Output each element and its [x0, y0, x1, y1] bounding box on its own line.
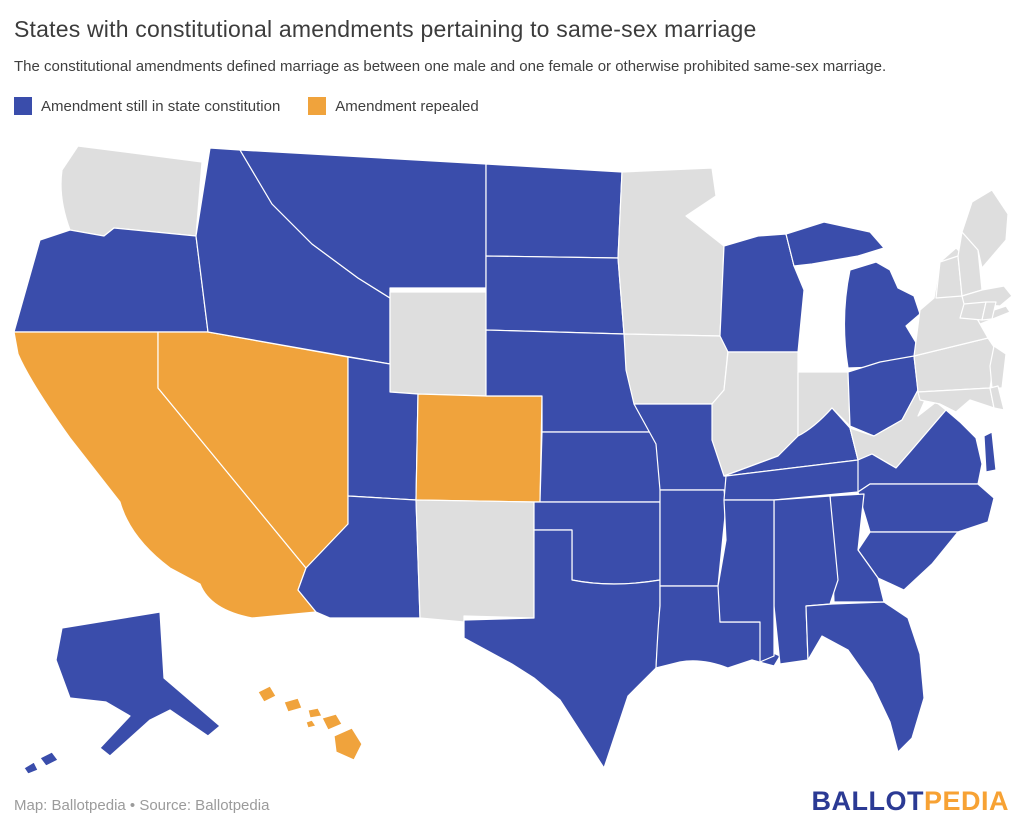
- legend-label-repealed: Amendment repealed: [335, 97, 479, 115]
- state-delaware[interactable]: [989, 385, 1005, 411]
- us-choropleth-map: [12, 140, 1012, 775]
- state-south-dakota[interactable]: [485, 255, 625, 335]
- page-subtitle: The constitutional amendments defined ma…: [14, 58, 887, 75]
- ballotpedia-logo[interactable]: BALLOTPEDIA: [811, 786, 1009, 817]
- state-minnesota[interactable]: [617, 167, 725, 337]
- legend-swatch-repealed: [308, 97, 327, 115]
- legend-swatch-in-constitution: [14, 97, 32, 115]
- state-maine[interactable]: [961, 189, 1009, 269]
- state-florida[interactable]: [805, 601, 925, 753]
- map-source-credit: Map: Ballotpedia • Source: Ballotpedia: [14, 797, 270, 814]
- state-texas[interactable]: [463, 529, 661, 769]
- state-arkansas[interactable]: [659, 489, 727, 587]
- state-colorado[interactable]: [415, 393, 543, 503]
- page-title: States with constitutional amendments pe…: [14, 16, 757, 42]
- state-kansas[interactable]: [539, 431, 663, 503]
- state-georgia[interactable]: [829, 493, 885, 603]
- state-new-jersey[interactable]: [989, 345, 1007, 389]
- state-north-carolina[interactable]: [857, 483, 995, 533]
- state-iowa[interactable]: [623, 333, 729, 405]
- legend-item-repealed: Amendment repealed: [308, 97, 479, 115]
- state-wyoming[interactable]: [389, 291, 487, 397]
- legend-label-in-constitution: Amendment still in state constitution: [41, 97, 281, 115]
- state-north-dakota[interactable]: [485, 163, 623, 259]
- state-mississippi[interactable]: [717, 499, 775, 663]
- ballotpedia-logo-pedia: PEDIA: [923, 786, 1009, 816]
- state-oregon[interactable]: [13, 227, 209, 333]
- legend: Amendment still in state constitution Am…: [14, 97, 493, 115]
- ballotpedia-logo-ballot: BALLOT: [811, 786, 924, 816]
- state-new-mexico[interactable]: [415, 499, 535, 623]
- state-california[interactable]: [13, 331, 317, 619]
- state-michigan[interactable]: [785, 221, 921, 369]
- state-rhode-island[interactable]: [981, 301, 997, 321]
- legend-item-in-constitution: Amendment still in state constitution: [14, 97, 280, 115]
- state-wisconsin[interactable]: [719, 233, 805, 353]
- state-washington[interactable]: [60, 145, 203, 237]
- state-hawaii[interactable]: [257, 685, 363, 761]
- state-alaska[interactable]: [23, 611, 221, 775]
